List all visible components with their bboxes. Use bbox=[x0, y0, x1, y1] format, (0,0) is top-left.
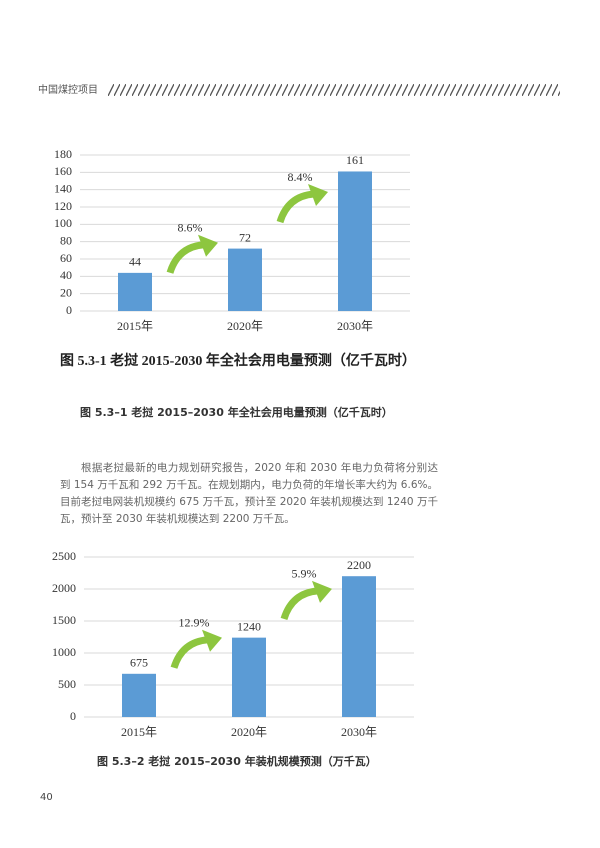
value-label: 2200 bbox=[347, 558, 371, 572]
y-tick-label: 1000 bbox=[52, 645, 76, 659]
y-tick-label: 120 bbox=[54, 199, 72, 213]
y-tick-label: 0 bbox=[66, 303, 72, 317]
y-tick-label: 500 bbox=[58, 677, 76, 691]
y-tick-label: 0 bbox=[70, 709, 76, 723]
value-label: 72 bbox=[239, 230, 251, 244]
value-label: 161 bbox=[346, 153, 364, 167]
caption: 图 5.3–1 老挝 2015–2030 年全社会用电量预测（亿千瓦时） bbox=[80, 405, 393, 419]
arrow-head bbox=[198, 234, 218, 257]
growth-label: 8.4% bbox=[288, 170, 313, 184]
paragraph: 根据老挝最新的电力规划研究报告，2020 年和 2030 年电力负荷将分别达到 … bbox=[60, 462, 438, 525]
bar bbox=[342, 576, 376, 717]
bar bbox=[338, 171, 372, 311]
y-tick-label: 40 bbox=[60, 268, 72, 282]
growth-label: 5.9% bbox=[292, 567, 317, 581]
page-number: 40 bbox=[40, 792, 53, 803]
bar bbox=[228, 248, 262, 311]
y-tick-label: 140 bbox=[54, 181, 72, 195]
arrow-head bbox=[202, 629, 222, 652]
growth-arrow bbox=[170, 636, 209, 669]
y-tick-label: 100 bbox=[54, 216, 72, 230]
x-tick-label: 2030年 bbox=[337, 319, 373, 333]
x-tick-label: 2020年 bbox=[231, 725, 267, 739]
y-tick-label: 2000 bbox=[52, 581, 76, 595]
y-tick-label: 80 bbox=[60, 233, 72, 247]
x-tick-label: 2030年 bbox=[341, 725, 377, 739]
y-tick-label: 20 bbox=[60, 285, 72, 299]
growth-arrow bbox=[280, 587, 319, 621]
value-label: 675 bbox=[130, 656, 148, 670]
x-tick-label: 2015年 bbox=[117, 319, 153, 333]
value-label: 1240 bbox=[237, 619, 261, 633]
y-tick-label: 2500 bbox=[52, 549, 76, 563]
bar bbox=[118, 272, 152, 311]
arrow-head bbox=[308, 184, 328, 207]
value-label: 44 bbox=[129, 255, 141, 269]
chart-title: 图 5.3-1 老挝 2015-2030 年全社会用电量预测（亿千瓦时） bbox=[60, 352, 416, 369]
bar bbox=[122, 673, 156, 717]
y-tick-label: 160 bbox=[54, 164, 72, 178]
header-title: 中国煤控项目 bbox=[38, 83, 98, 96]
x-tick-label: 2015年 bbox=[121, 725, 157, 739]
growth-arrow bbox=[276, 190, 315, 224]
bar bbox=[232, 637, 266, 717]
header-hatch bbox=[108, 84, 560, 96]
caption: 图 5.3–2 老挝 2015–2030 年装机规模预测（万千瓦） bbox=[97, 754, 377, 768]
y-tick-label: 1500 bbox=[52, 613, 76, 627]
x-tick-label: 2020年 bbox=[227, 319, 263, 333]
growth-label: 8.6% bbox=[178, 220, 203, 234]
y-tick-label: 180 bbox=[54, 147, 72, 161]
arrow-head bbox=[312, 580, 332, 603]
growth-label: 12.9% bbox=[179, 615, 210, 629]
growth-arrow bbox=[166, 241, 205, 274]
y-tick-label: 60 bbox=[60, 251, 72, 265]
